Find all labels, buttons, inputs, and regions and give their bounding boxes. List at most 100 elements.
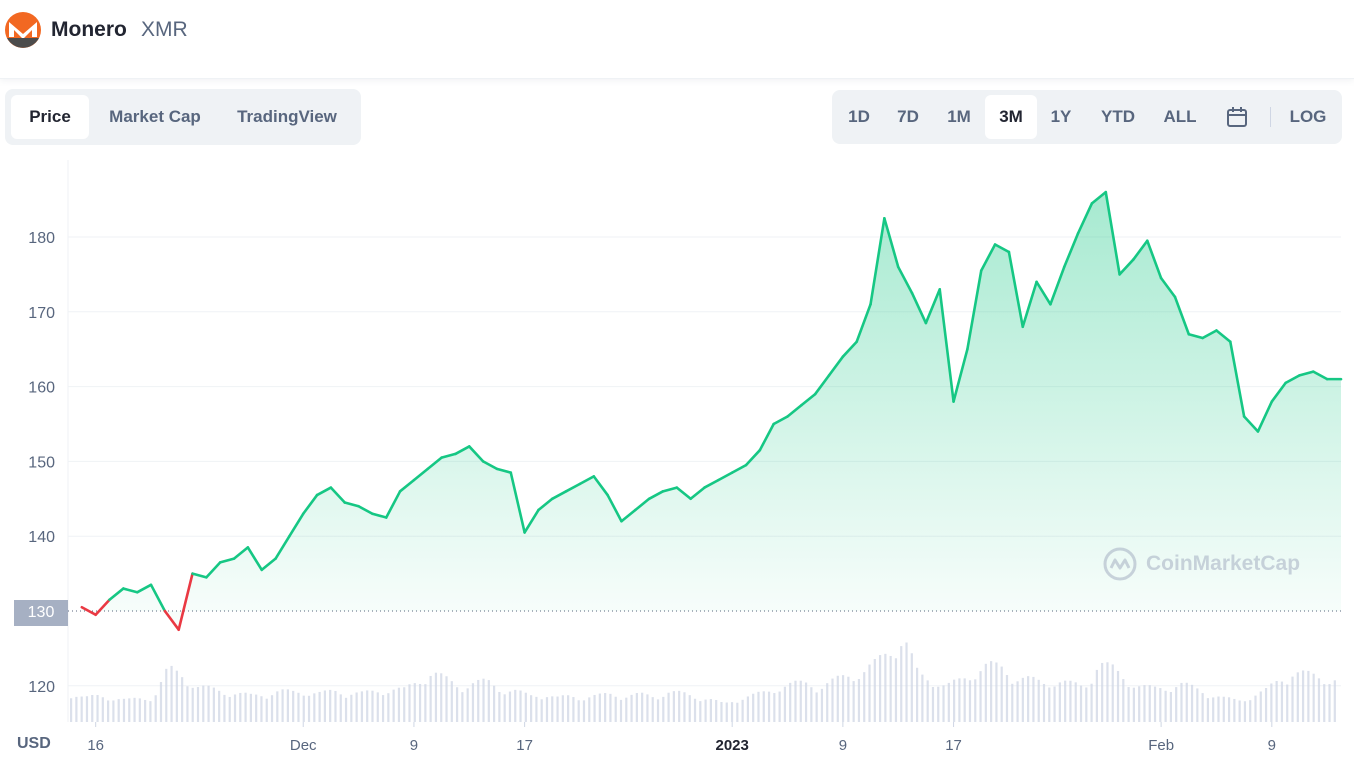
volume-bar (1259, 691, 1262, 722)
y-tick-label: 160 (28, 380, 55, 397)
x-tick-label: Feb (1148, 737, 1174, 754)
volume-bar (1064, 680, 1067, 722)
price-line-segment (1201, 329, 1218, 340)
price-line-segment (357, 504, 374, 516)
volume-bar (1005, 675, 1009, 722)
volume-bar (1116, 670, 1120, 722)
price-line-segment (1215, 329, 1232, 344)
volume-bar (789, 682, 792, 722)
volume-bar (91, 694, 94, 722)
volume-bar (921, 674, 924, 722)
volume-bar (1190, 684, 1194, 722)
price-area (81, 192, 1341, 630)
price-line-segment (841, 340, 859, 358)
volume-bar (80, 696, 83, 722)
tab-market-cap[interactable]: Market Cap (109, 107, 201, 126)
price-line-segment (1104, 190, 1121, 276)
range-7d[interactable]: 7D (897, 107, 919, 126)
volume-bar (355, 692, 358, 722)
price-line-segment (412, 467, 430, 482)
volume-bar (461, 692, 464, 722)
volume-bar (979, 671, 982, 722)
volume-bar (1111, 664, 1114, 722)
volume-bar (519, 690, 522, 722)
tab-tradingview[interactable]: TradingView (237, 107, 337, 126)
volume-bar (1296, 672, 1299, 722)
volume-bar (360, 691, 364, 722)
range-all[interactable]: ALL (1163, 107, 1197, 126)
price-line-segment (993, 243, 1011, 254)
volume-bar (953, 679, 956, 722)
volume-bar (1037, 679, 1040, 722)
volume-bar (445, 676, 448, 722)
price-line-segment (343, 501, 360, 508)
price-line-segment (606, 493, 623, 523)
volume-bar (117, 699, 120, 722)
volume-bar (990, 661, 993, 722)
calendar-icon[interactable] (1225, 105, 1249, 129)
volume-bar (625, 697, 628, 722)
price-chart[interactable]: 120 130 140 150 160 170 180 16 Dec 9 17 2023 9 17 Feb 9 (0, 150, 1354, 760)
range-1m[interactable]: 1M (947, 107, 971, 126)
price-line-segment (564, 482, 582, 493)
price-line-segment (966, 269, 983, 351)
volume-bar (1333, 680, 1336, 722)
volume-bar (984, 663, 987, 722)
volume-bar (350, 694, 353, 722)
volume-bar (344, 697, 348, 722)
volume-bar (926, 680, 929, 722)
volume-bar (112, 700, 115, 722)
volume-bar (366, 690, 369, 722)
x-tick-label: Dec (290, 737, 317, 754)
volume-bar (937, 686, 940, 722)
price-line-segment (177, 572, 194, 632)
watermark: CoinMarketCap (1102, 546, 1300, 582)
volume-bar (783, 686, 787, 722)
volume-bar (482, 678, 485, 722)
volume-bar (487, 680, 490, 722)
range-1y[interactable]: 1Y (1050, 107, 1072, 126)
range-ytd[interactable]: YTD (1101, 107, 1135, 126)
volume-bar (1138, 686, 1141, 722)
price-line-segment (135, 583, 153, 594)
price-line-segment (1118, 258, 1135, 276)
price-line-segment (163, 609, 180, 632)
volume-bar (1291, 676, 1294, 722)
volume-bar (477, 679, 480, 722)
log-toggle[interactable]: LOG (1289, 107, 1327, 126)
price-line-segment (772, 415, 789, 426)
volume-bar (947, 682, 950, 722)
volume-bar (667, 692, 670, 722)
volume-bar (916, 667, 919, 722)
price-line-segment (509, 471, 526, 534)
volume-bar (144, 699, 147, 722)
volume-bar (1307, 670, 1310, 722)
price-line-segment (592, 475, 609, 497)
x-tick-label: 17 (945, 737, 962, 754)
range-1d[interactable]: 1D (848, 107, 870, 126)
volume-bar (1095, 669, 1098, 722)
volume-bar (1021, 677, 1024, 722)
price-line-segment (205, 561, 222, 579)
price-line-segment (550, 490, 568, 501)
volume-bar (741, 699, 744, 722)
volume-bar (757, 691, 760, 722)
volume-bar (503, 694, 506, 722)
volume-bar (455, 687, 459, 722)
volume-bar (239, 692, 242, 722)
volume-bar (260, 696, 263, 722)
volume-bar (551, 696, 554, 722)
volume-bar (1249, 700, 1252, 722)
price-line-segment (979, 243, 997, 272)
tab-price[interactable]: Price (11, 95, 89, 139)
volume-bar (212, 687, 215, 722)
volume-bar (815, 692, 818, 722)
volume-bar (397, 687, 401, 722)
volume-bar (196, 687, 200, 722)
volume-bar (810, 687, 813, 722)
volume-bar (1254, 695, 1257, 722)
volume-bar (70, 698, 73, 722)
volume-bar (1143, 685, 1146, 722)
range-3m[interactable]: 3M (985, 95, 1037, 139)
volume-bar (471, 683, 475, 722)
